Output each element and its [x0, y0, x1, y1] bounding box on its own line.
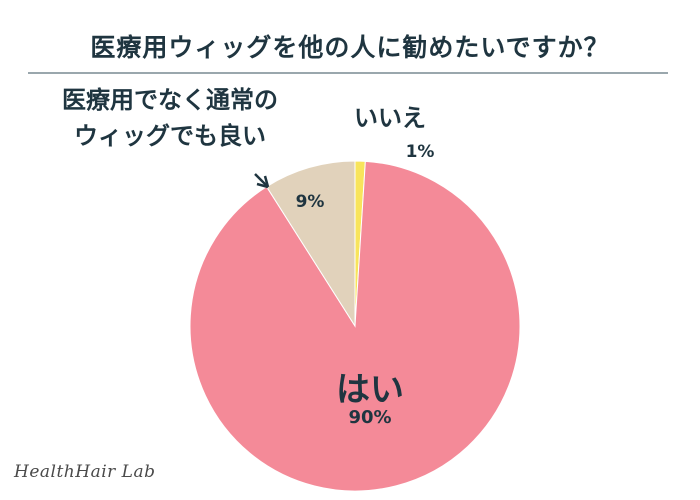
watermark-logo: HealthHair Lab	[14, 462, 156, 482]
slice-value-other: 9%	[295, 192, 325, 212]
callout-arrow	[254, 173, 269, 188]
title-underline	[28, 72, 668, 74]
slice-label-other-line1: 医療用でなく通常の	[62, 86, 278, 114]
slice-value-yes: 90%	[348, 407, 392, 428]
slice-label-no: いいえ	[354, 104, 426, 132]
slice-label-other: 医療用でなく通常の ウィッグでも良い	[20, 82, 320, 154]
slice-label-yes: はい	[336, 370, 404, 410]
slice-label-other-line2: ウィッグでも良い	[74, 122, 266, 150]
callout-arrowhead	[256, 175, 270, 189]
chart-title: 医療用ウィッグを他の人に勧めたいですか？	[90, 33, 610, 62]
slice-value-no: 1%	[405, 142, 435, 162]
